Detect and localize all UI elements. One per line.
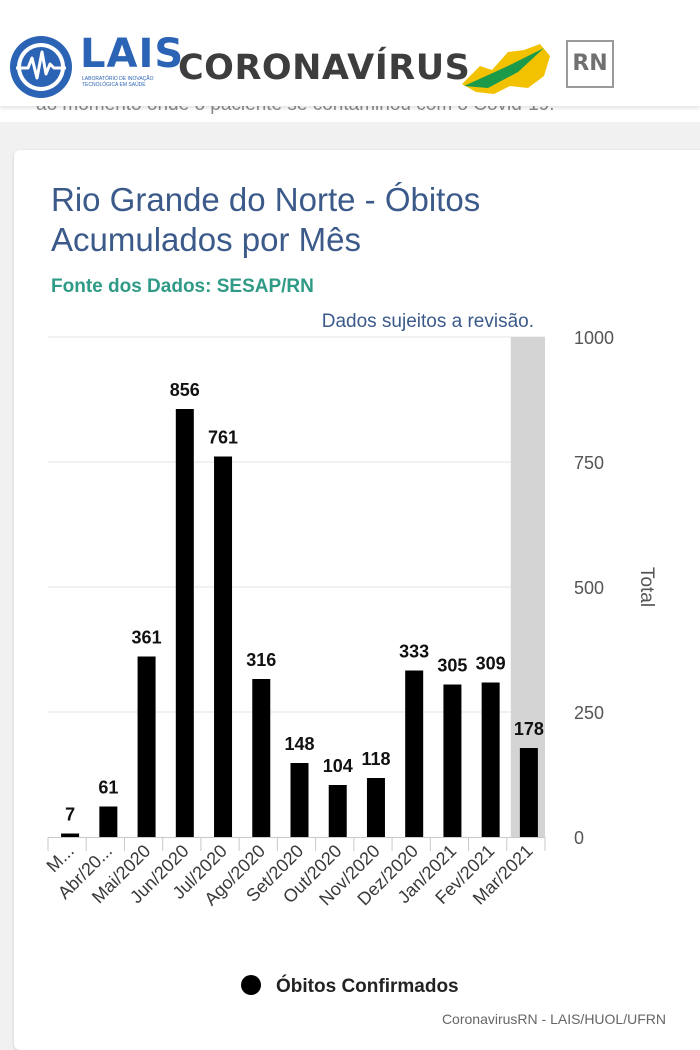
bar-3[interactable]	[175, 409, 194, 837]
scrolled-paragraph: ao momento onde o paciente se contaminou…	[0, 106, 700, 122]
y-tick-label: 500	[574, 578, 604, 598]
bar-2[interactable]	[137, 656, 156, 838]
y-axis-label: Total	[636, 567, 657, 607]
data-label: 856	[170, 380, 200, 400]
bar-12[interactable]	[519, 748, 538, 837]
rn-state-map-icon	[462, 44, 550, 94]
data-label: 104	[323, 756, 353, 776]
chart-card	[14, 150, 700, 1050]
chart-subtitle: Fonte dos Dados: SESAP/RN	[51, 276, 314, 297]
data-label: 309	[476, 654, 506, 674]
scrolled-paragraph-text: ao momento onde o paciente se contaminou…	[36, 106, 555, 116]
x-axis: M...Abr/20...Mai/2020Jun/2020Jul/2020Ago…	[43, 837, 546, 909]
lais-logo-tagline: Laboratório de Inovação Tecnológica em S…	[82, 76, 154, 88]
data-label: 761	[208, 428, 238, 448]
app-header: LAIS Laboratório de Inovação Tecnológica…	[0, 0, 700, 106]
lais-logo-icon[interactable]	[8, 34, 74, 100]
chart-credits[interactable]: CoronavirusRN - LAIS/HUOL/UFRN	[441, 1011, 666, 1027]
gridlines	[48, 336, 545, 713]
legend-marker-icon	[241, 975, 261, 995]
lais-logo-text: LAIS	[80, 31, 185, 77]
bar-6[interactable]	[290, 763, 309, 837]
bar-11[interactable]	[481, 682, 500, 838]
y-tick-label: 0	[574, 828, 584, 848]
bar-7[interactable]	[328, 785, 347, 837]
y-tick-label: 750	[574, 453, 604, 473]
app-title[interactable]: CORONAVÍRUS	[178, 48, 471, 88]
legend[interactable]: Óbitos Confirmados	[241, 975, 459, 997]
y-tick-label: 250	[574, 703, 604, 723]
bar-0[interactable]	[61, 833, 80, 838]
y-axis: 0 250 500 750 1000	[574, 328, 614, 848]
bar-4[interactable]	[214, 456, 233, 838]
data-label: 118	[361, 749, 390, 769]
bar-1[interactable]	[99, 806, 118, 838]
revision-note: Dados sujeitos a revisão.	[322, 311, 534, 332]
data-label: 305	[437, 656, 467, 676]
data-label: 61	[98, 778, 118, 798]
chart-title: Rio Grande do Norte - Óbitos Acumulados …	[51, 181, 481, 258]
bars	[61, 409, 538, 837]
data-label: 148	[284, 734, 314, 754]
y-tick-label: 1000	[574, 328, 614, 348]
legend-label: Óbitos Confirmados	[276, 975, 459, 997]
bar-9[interactable]	[405, 670, 424, 838]
data-label: 178	[514, 719, 544, 739]
bar-10[interactable]	[443, 684, 462, 838]
data-label: 316	[246, 650, 276, 670]
bar-8[interactable]	[366, 778, 385, 837]
data-label: 7	[65, 805, 75, 825]
data-label: 333	[399, 642, 429, 662]
state-badge[interactable]: RN	[566, 40, 614, 88]
bar-5[interactable]	[252, 679, 271, 837]
data-label: 361	[132, 628, 162, 648]
